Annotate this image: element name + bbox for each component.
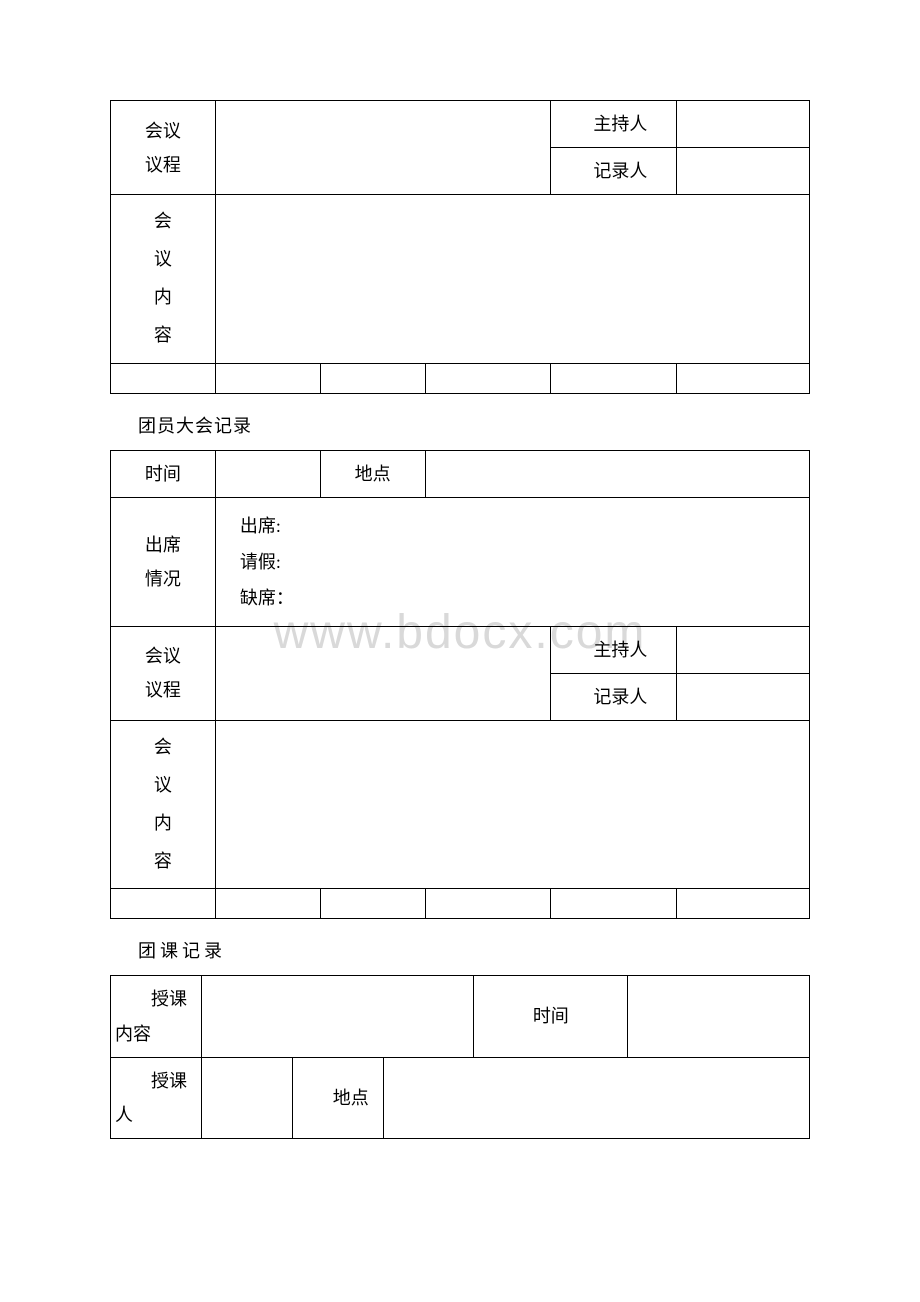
table-row [111, 889, 810, 919]
recorder-value [677, 673, 810, 720]
recorder-label: 记录人 [551, 148, 677, 195]
time-value [215, 450, 320, 497]
place-label: 地点 [320, 450, 425, 497]
table-meeting-top: 会议 议程 主持人 记录人 会 议 内 容 [110, 100, 810, 394]
table-row [111, 363, 810, 393]
content-label: 会 议 内 容 [111, 721, 216, 889]
recorder-label: 记录人 [551, 673, 677, 720]
recorder-value [677, 148, 810, 195]
section-title-member-meeting: 团员大会记录 [138, 412, 810, 438]
content-label: 会 议 内 容 [111, 195, 216, 363]
time-label: 时间 [111, 450, 216, 497]
attendance-value: 出席: 请假: 缺席： [215, 497, 809, 626]
time-label: 时间 [474, 976, 628, 1057]
host-value [677, 626, 810, 673]
place-value [383, 1057, 809, 1138]
section-title-lecture: 团课记录 [138, 937, 810, 963]
lecturer-value [201, 1057, 292, 1138]
place-value [425, 450, 809, 497]
agenda-label: 会议 议程 [111, 101, 216, 195]
lecture-content-label: 授课内容 [111, 976, 202, 1057]
lecturer-label: 授课人 [111, 1057, 202, 1138]
host-value [677, 101, 810, 148]
table-member-meeting: 时间 地点 出席 情况 出席: 请假: 缺席： 会议 议程 主持人 记录人 会 … [110, 450, 810, 920]
place-label: 地点 [292, 1057, 383, 1138]
content-value [215, 721, 809, 889]
lecture-content-value [201, 976, 474, 1057]
time-value [628, 976, 810, 1057]
attendance-label: 出席 情况 [111, 497, 216, 626]
content-value [215, 195, 809, 363]
agenda-label: 会议 议程 [111, 626, 216, 720]
table-lecture: 授课内容 时间 授课人 地点 [110, 975, 810, 1139]
host-label: 主持人 [551, 626, 677, 673]
agenda-value [215, 626, 551, 720]
agenda-value [215, 101, 551, 195]
host-label: 主持人 [551, 101, 677, 148]
